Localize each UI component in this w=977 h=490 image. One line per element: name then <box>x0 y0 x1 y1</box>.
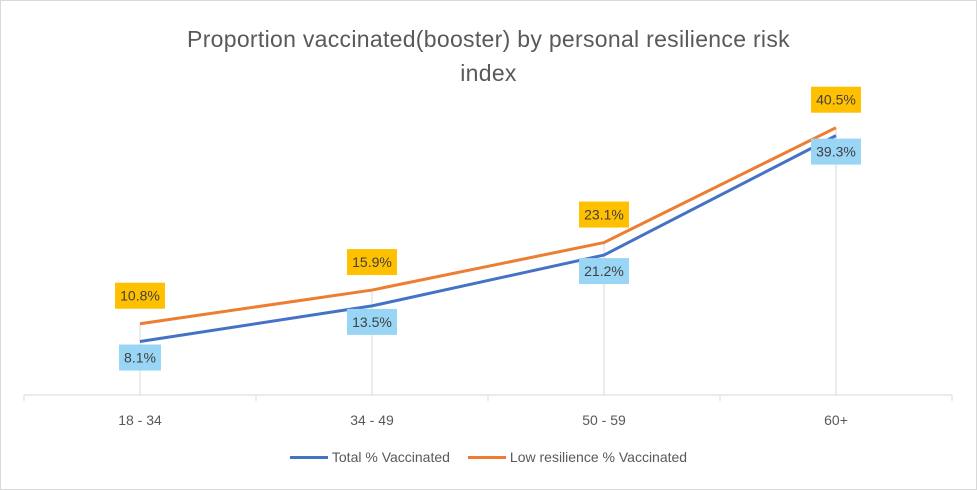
data-label: 40.5% <box>816 92 856 108</box>
legend-swatch-low-resilience <box>467 455 506 459</box>
legend-item-total: Total % Vaccinated <box>289 449 450 465</box>
data-label-box <box>579 201 629 228</box>
data-label: 8.1% <box>124 350 156 366</box>
x-tick-label: 60+ <box>824 412 848 428</box>
legend-item-low-resilience: Low resilience % Vaccinated <box>467 449 688 465</box>
data-label-box <box>347 249 397 276</box>
data-label-box <box>811 138 861 165</box>
data-label: 21.2% <box>584 263 624 279</box>
data-label: 39.3% <box>816 144 856 160</box>
data-label-box <box>115 282 165 309</box>
data-label-box <box>347 308 397 335</box>
x-tick-label: 34 - 49 <box>350 412 394 428</box>
chart-title-line-1: Proportion vaccinated(booster) by person… <box>187 26 790 52</box>
data-label: 15.9% <box>352 254 392 270</box>
legend: Total % Vaccinated Low resilience % Vacc… <box>0 449 977 465</box>
series-line-0 <box>139 134 837 344</box>
data-label: 10.8% <box>120 288 160 304</box>
data-label-box <box>579 258 629 285</box>
chart-title-line-2: index <box>460 60 517 86</box>
data-label-box <box>811 86 861 113</box>
x-tick-label: 18 - 34 <box>118 412 162 428</box>
data-label: 13.5% <box>352 314 392 330</box>
legend-label-low-resilience: Low resilience % Vaccinated <box>509 449 688 465</box>
data-label-box <box>119 344 161 371</box>
x-tick-label: 50 - 59 <box>582 412 626 428</box>
series-line-1 <box>139 126 837 326</box>
legend-swatch-total <box>289 455 328 459</box>
data-label: 23.1% <box>584 207 624 223</box>
legend-label-total: Total % Vaccinated <box>331 449 450 465</box>
chart-title: Proportion vaccinated(booster) by person… <box>0 22 977 90</box>
